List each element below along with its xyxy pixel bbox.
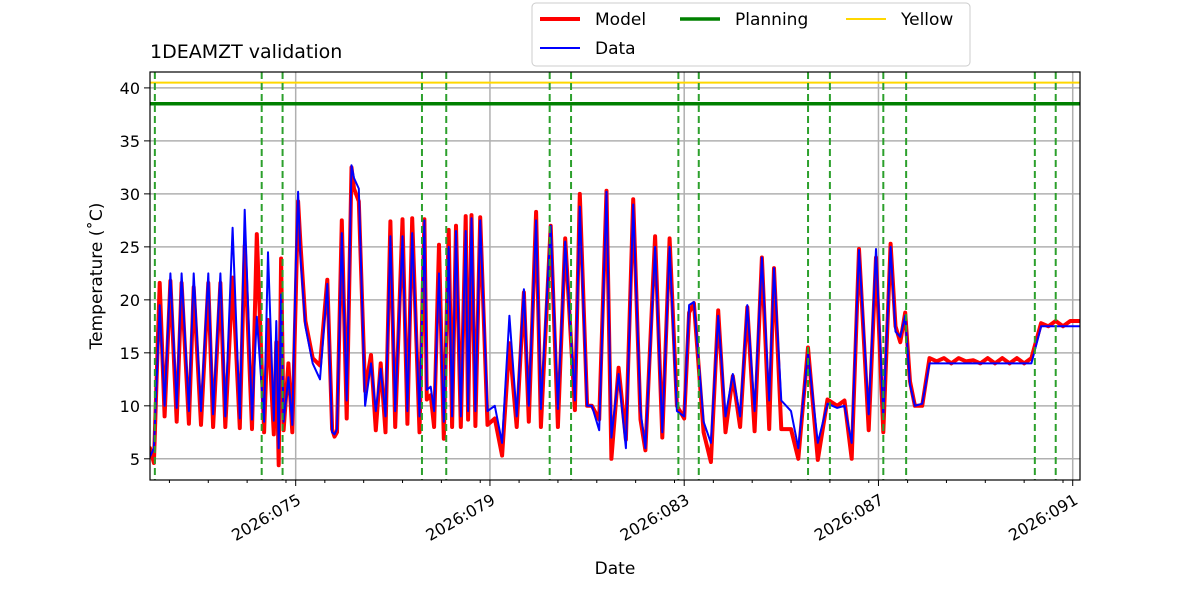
legend-label-planning: Planning bbox=[735, 10, 808, 30]
series-data bbox=[150, 164, 1080, 458]
x-axis-label: Date bbox=[595, 559, 636, 579]
vertical-markers bbox=[153, 72, 1057, 480]
y-tick-label: 25 bbox=[120, 238, 140, 257]
legend-label-data: Data bbox=[595, 39, 636, 59]
legend-label-model: Model bbox=[595, 10, 646, 30]
threshold-lines bbox=[150, 81, 1080, 106]
legend: Model Planning Yellow Data bbox=[531, 2, 971, 67]
y-tick-label: 10 bbox=[120, 397, 140, 416]
y-axis-label: Temperature (˚C) bbox=[86, 203, 107, 351]
y-axis-ticks: 5 10 15 20 25 30 35 40 bbox=[120, 79, 150, 469]
y-tick-label: 40 bbox=[120, 79, 140, 98]
y-tick-label: 30 bbox=[120, 185, 140, 204]
plot-frame bbox=[149, 71, 1081, 481]
y-tick-label: 5 bbox=[130, 450, 140, 469]
y-tick-label: 20 bbox=[120, 291, 140, 310]
chart-title: 1DEAMZT validation bbox=[150, 41, 342, 63]
legend-label-yellow: Yellow bbox=[900, 10, 953, 30]
y-tick-label: 15 bbox=[120, 344, 140, 363]
y-tick-label: 35 bbox=[120, 132, 140, 151]
data-series bbox=[150, 164, 1080, 468]
